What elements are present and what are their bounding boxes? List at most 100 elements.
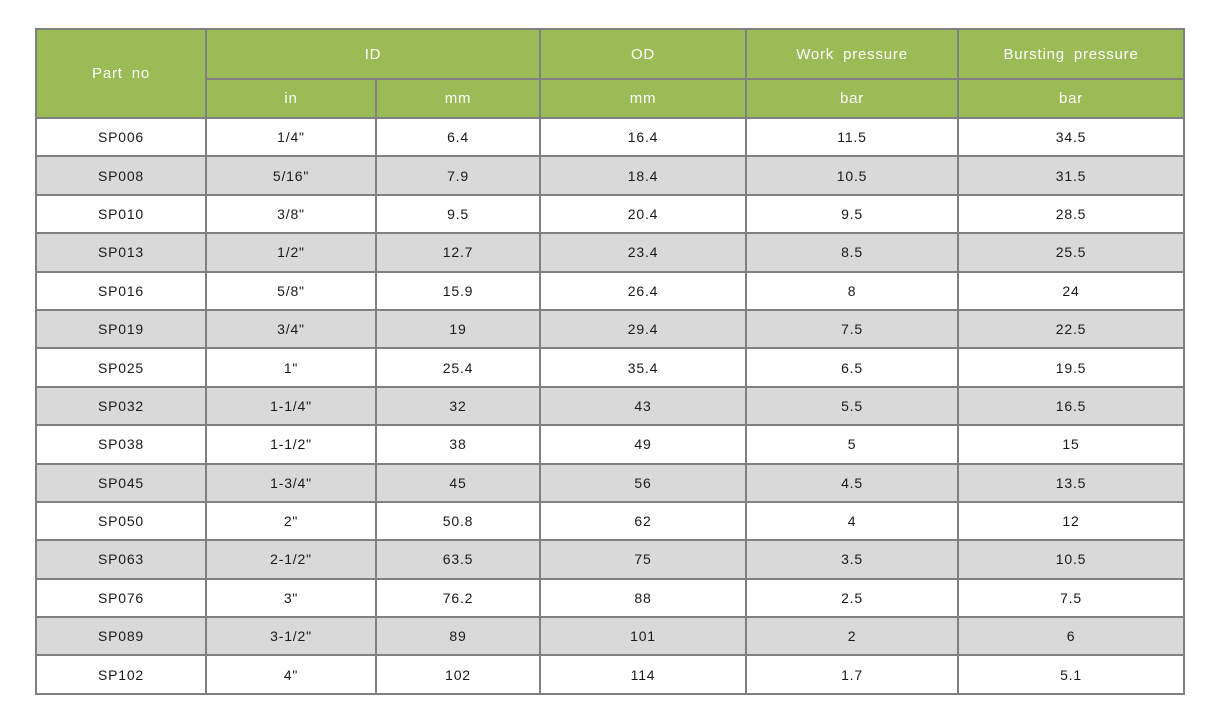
- table-body: SP006 1/4" 6.4 16.4 11.5 34.5 SP008 5/16" 7.9 18.…: [35, 116, 1186, 695]
- cell-bursting-pressure: 19.5: [957, 347, 1186, 388]
- table-row: SP013 1/2" 12.7 23.4 8.5 25.5: [35, 232, 1186, 273]
- cell-od-mm: 56: [539, 462, 748, 503]
- cell-bursting-pressure: 7.5: [957, 577, 1186, 619]
- cell-id-in: 3/8": [205, 193, 377, 235]
- col-header-id: ID: [204, 28, 542, 80]
- cell-od-mm: 75: [539, 539, 748, 580]
- cell-id-in: 1-3/4": [205, 462, 377, 503]
- cell-bursting-pressure: 10.5: [957, 539, 1186, 580]
- cell-bursting-pressure: 28.5: [957, 193, 1186, 235]
- subheader-od-mm: mm: [539, 78, 748, 119]
- cell-id-mm: 89: [374, 616, 542, 657]
- cell-work-pressure: 2: [745, 616, 960, 657]
- table-row: SP006 1/4" 6.4 16.4 11.5 34.5: [35, 116, 1186, 158]
- cell-od-mm: 26.4: [539, 270, 748, 311]
- cell-id-in: 5/8": [205, 270, 377, 311]
- cell-id-in: 1-1/4": [205, 385, 377, 427]
- cell-id-mm: 25.4: [374, 347, 542, 388]
- cell-bursting-pressure: 34.5: [957, 116, 1186, 158]
- col-header-part-no: Part no: [35, 28, 207, 119]
- subheader-id-mm: mm: [374, 78, 542, 119]
- cell-id-in: 1-1/2": [205, 424, 377, 465]
- cell-id-in: 1": [205, 347, 377, 388]
- cell-bursting-pressure: 31.5: [957, 155, 1186, 196]
- cell-work-pressure: 9.5: [745, 193, 960, 235]
- header-row-top: Part no ID OD Work pressure Bursting pre…: [35, 28, 1186, 119]
- cell-part-no: SP006: [35, 116, 207, 158]
- cell-work-pressure: 3.5: [745, 539, 960, 580]
- cell-part-no: SP032: [35, 385, 207, 427]
- cell-part-no: SP089: [35, 616, 207, 657]
- cell-part-no: SP102: [35, 654, 207, 695]
- cell-id-in: 2": [205, 500, 377, 542]
- subheader-id-in: in: [205, 78, 377, 119]
- header-row-units: in mm mm bar bar: [36, 78, 1186, 119]
- cell-bursting-pressure: 6: [957, 616, 1186, 657]
- cell-od-mm: 23.4: [539, 232, 748, 273]
- table-row: SP038 1-1/2" 38 49 5 15: [35, 424, 1186, 465]
- col-header-bursting-pressure: Bursting pressure: [957, 28, 1186, 80]
- table-row: SP032 1-1/4" 32 43 5.5 16.5: [35, 385, 1186, 427]
- table-row: SP016 5/8" 15.9 26.4 8 24: [35, 270, 1186, 311]
- cell-id-in: 3/4": [205, 308, 377, 350]
- cell-id-mm: 15.9: [374, 270, 542, 311]
- cell-bursting-pressure: 16.5: [957, 385, 1186, 427]
- cell-id-mm: 12.7: [374, 232, 542, 273]
- cell-od-mm: 18.4: [539, 155, 748, 196]
- cell-work-pressure: 4.5: [745, 462, 960, 503]
- cell-id-mm: 9.5: [374, 193, 542, 235]
- subheader-work-bar: bar: [745, 78, 960, 119]
- cell-work-pressure: 2.5: [745, 577, 960, 619]
- cell-work-pressure: 10.5: [745, 155, 960, 196]
- cell-od-mm: 20.4: [539, 193, 748, 235]
- cell-work-pressure: 5: [745, 424, 960, 465]
- table-row: SP025 1" 25.4 35.4 6.5 19.5: [35, 347, 1186, 388]
- cell-part-no: SP013: [35, 232, 207, 273]
- cell-part-no: SP016: [35, 270, 207, 311]
- cell-work-pressure: 1.7: [745, 654, 960, 695]
- cell-id-in: 4": [205, 654, 377, 695]
- cell-id-mm: 45: [374, 462, 542, 503]
- cell-id-in: 1/2": [205, 232, 377, 273]
- table-row: SP050 2" 50.8 62 4 12: [35, 500, 1186, 542]
- cell-id-mm: 7.9: [374, 155, 542, 196]
- cell-work-pressure: 4: [745, 500, 960, 542]
- cell-od-mm: 49: [539, 424, 748, 465]
- cell-part-no: SP010: [35, 193, 207, 235]
- cell-id-mm: 32: [374, 385, 542, 427]
- cell-id-mm: 102: [374, 654, 542, 695]
- cell-part-no: SP025: [35, 347, 207, 388]
- cell-work-pressure: 11.5: [745, 116, 960, 158]
- cell-od-mm: 16.4: [539, 116, 748, 158]
- cell-bursting-pressure: 12: [957, 500, 1186, 542]
- hose-spec-table: Part no ID OD Work pressure Bursting pre…: [35, 28, 1186, 695]
- cell-bursting-pressure: 15: [957, 424, 1186, 465]
- table-row: SP102 4" 102 114 1.7 5.1: [35, 654, 1186, 695]
- cell-part-no: SP076: [35, 577, 207, 619]
- cell-od-mm: 62: [539, 500, 748, 542]
- cell-id-mm: 63.5: [374, 539, 542, 580]
- cell-od-mm: 114: [539, 654, 748, 695]
- cell-bursting-pressure: 5.1: [957, 654, 1186, 695]
- col-header-work-pressure: Work pressure: [745, 28, 960, 80]
- cell-id-in: 3-1/2": [205, 616, 377, 657]
- cell-work-pressure: 8.5: [745, 232, 960, 273]
- cell-part-no: SP063: [35, 539, 207, 580]
- cell-bursting-pressure: 13.5: [957, 462, 1186, 503]
- cell-work-pressure: 6.5: [745, 347, 960, 388]
- cell-id-mm: 19: [374, 308, 542, 350]
- cell-part-no: SP038: [35, 424, 207, 465]
- cell-id-in: 5/16": [205, 155, 377, 196]
- table-row: SP045 1-3/4" 45 56 4.5 13.5: [35, 462, 1186, 503]
- cell-work-pressure: 7.5: [745, 308, 960, 350]
- table-row: SP063 2-1/2" 63.5 75 3.5 10.5: [35, 539, 1186, 580]
- table-row: SP019 3/4" 19 29.4 7.5 22.5: [35, 308, 1186, 350]
- cell-part-no: SP019: [35, 308, 207, 350]
- cell-od-mm: 88: [539, 577, 748, 619]
- cell-od-mm: 35.4: [539, 347, 748, 388]
- cell-work-pressure: 8: [745, 270, 960, 311]
- cell-id-mm: 50.8: [374, 500, 542, 542]
- cell-id-mm: 76.2: [374, 577, 542, 619]
- cell-bursting-pressure: 22.5: [957, 308, 1186, 350]
